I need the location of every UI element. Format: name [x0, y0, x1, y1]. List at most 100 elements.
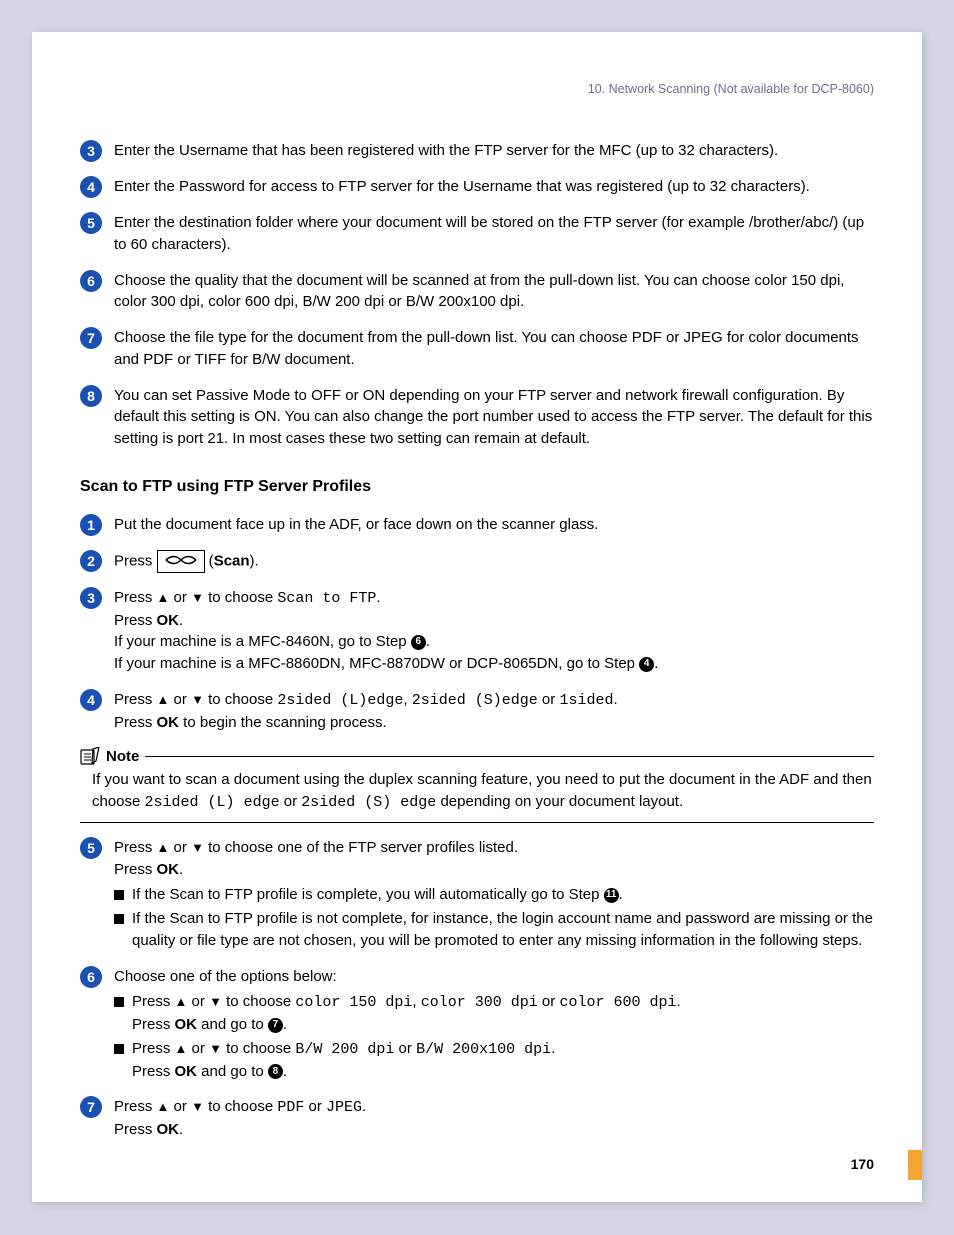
step-text: Press or to choose PDF or JPEG. Press OK…	[114, 1096, 874, 1141]
down-arrow-icon	[209, 1040, 222, 1057]
square-bullet-icon	[114, 890, 124, 900]
step-ref-icon: 7	[268, 1018, 283, 1033]
step-ref-icon: 6	[411, 635, 426, 650]
text: If your machine is a MFC-8460N, go to St…	[114, 633, 411, 650]
text: to choose	[222, 1040, 295, 1057]
text: .	[362, 1098, 366, 1115]
text: Press	[132, 1016, 175, 1033]
bullet-item: Press or to choose color 150 dpi, color …	[114, 991, 874, 1036]
text: .	[283, 1063, 287, 1080]
text: to begin the scanning process.	[179, 714, 387, 731]
lower-step-2: 2 Press (Scan).	[80, 550, 874, 573]
text: .	[619, 886, 623, 903]
text: ,	[403, 691, 411, 708]
divider	[145, 756, 874, 757]
step-number-badge: 7	[80, 327, 102, 349]
menu-option: 2sided (L) edge	[145, 794, 280, 811]
menu-option: B/W 200 dpi	[295, 1041, 394, 1058]
section-heading: Scan to FTP using FTP Server Profiles	[80, 478, 874, 496]
text: and go to	[197, 1016, 268, 1033]
lower-step-4: 4 Press or to choose 2sided (L)edge, 2si…	[80, 689, 874, 734]
text: .	[376, 589, 380, 606]
step-number-badge: 2	[80, 550, 102, 572]
text: Press	[114, 691, 157, 708]
lower-step-7: 7 Press or to choose PDF or JPEG. Press …	[80, 1096, 874, 1141]
text: or	[169, 589, 191, 606]
text: or	[169, 839, 191, 856]
text: or	[538, 993, 560, 1010]
text: If the Scan to FTP profile is not comple…	[132, 908, 874, 952]
text: .	[283, 1016, 287, 1033]
bullet-item: If the Scan to FTP profile is complete, …	[114, 884, 874, 906]
step-4: 4 Enter the Password for access to FTP s…	[80, 176, 874, 198]
up-arrow-icon	[175, 1040, 188, 1057]
step-number-badge: 8	[80, 385, 102, 407]
step-number-badge: 5	[80, 837, 102, 859]
text: Press	[114, 861, 157, 878]
text: Press	[114, 1098, 157, 1115]
step-number-badge: 6	[80, 270, 102, 292]
menu-option: color 600 dpi	[559, 994, 676, 1011]
menu-option: 2sided (S)edge	[412, 692, 538, 709]
text: or	[280, 793, 302, 810]
ok-label: OK	[157, 1121, 180, 1138]
down-arrow-icon	[191, 839, 204, 856]
down-arrow-icon	[191, 691, 204, 708]
scan-label: Scan	[214, 552, 250, 569]
text: .	[179, 1121, 183, 1138]
press-label: Press	[114, 552, 157, 569]
text: or	[304, 1098, 326, 1115]
step-text: Put the document face up in the ADF, or …	[114, 514, 874, 536]
text: .	[654, 655, 658, 672]
ok-label: OK	[157, 714, 180, 731]
text: or	[187, 993, 209, 1010]
step-number-badge: 3	[80, 140, 102, 162]
lower-step-6: 6 Choose one of the options below: Press…	[80, 966, 874, 1083]
step-text: Press or to choose 2sided (L)edge, 2side…	[114, 689, 874, 734]
menu-option: 1sided	[559, 692, 613, 709]
step-text: Press (Scan).	[114, 550, 874, 573]
square-bullet-icon	[114, 914, 124, 924]
menu-option: 2sided (S) edge	[301, 794, 436, 811]
step-number-badge: 3	[80, 587, 102, 609]
text: or	[187, 1040, 209, 1057]
menu-option: color 300 dpi	[421, 994, 538, 1011]
lower-step-1: 1 Put the document face up in the ADF, o…	[80, 514, 874, 536]
upper-steps: 3 Enter the Username that has been regis…	[80, 140, 874, 450]
text: Press	[132, 993, 175, 1010]
step-7: 7 Choose the file type for the document …	[80, 327, 874, 371]
step-number-badge: 4	[80, 689, 102, 711]
step-ref-icon: 8	[268, 1064, 283, 1079]
text: .	[676, 993, 680, 1010]
lower-steps: 1 Put the document face up in the ADF, o…	[80, 514, 874, 1141]
divider	[80, 822, 874, 823]
note-icon	[80, 747, 100, 765]
text: and go to	[197, 1063, 268, 1080]
menu-option: JPEG	[326, 1099, 362, 1116]
text: .	[426, 633, 430, 650]
note-label: Note	[106, 748, 139, 765]
text: depending on your document layout.	[436, 793, 683, 810]
ok-label: OK	[157, 612, 180, 629]
section-tab	[908, 1150, 922, 1180]
text: or	[169, 1098, 191, 1115]
step-text: Choose one of the options below: Press o…	[114, 966, 874, 1083]
step-text: Enter the Username that has been registe…	[114, 140, 874, 162]
bullet-item: If the Scan to FTP profile is not comple…	[114, 908, 874, 952]
page-header: 10. Network Scanning (Not available for …	[80, 82, 874, 96]
step-number-badge: 4	[80, 176, 102, 198]
ok-label: OK	[175, 1016, 198, 1033]
text: Press	[114, 589, 157, 606]
ok-label: OK	[175, 1063, 198, 1080]
step-text: Enter the destination folder where your …	[114, 212, 874, 256]
text: ).	[250, 552, 259, 569]
menu-option: 2sided (L)edge	[277, 692, 403, 709]
text: .	[551, 1040, 555, 1057]
step-number-badge: 7	[80, 1096, 102, 1118]
step-text: Press or to choose Scan to FTP. Press OK…	[114, 587, 874, 675]
step-6: 6 Choose the quality that the document w…	[80, 270, 874, 314]
square-bullet-icon	[114, 997, 124, 1007]
bullet-item: Press or to choose B/W 200 dpi or B/W 20…	[114, 1038, 874, 1083]
menu-option: Scan to FTP	[277, 590, 376, 607]
ok-label: OK	[157, 861, 180, 878]
